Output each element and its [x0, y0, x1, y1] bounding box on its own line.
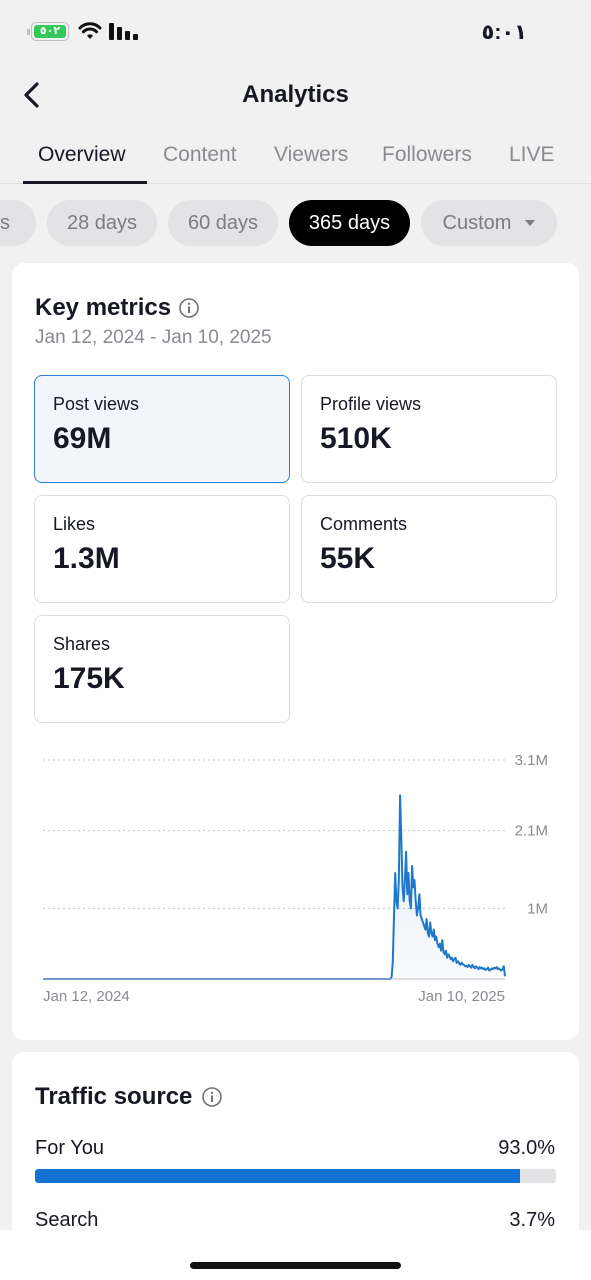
back-arrow-icon[interactable] — [18, 80, 48, 110]
traffic-progress-fill — [35, 1169, 520, 1183]
traffic-source-title: Traffic source — [35, 1083, 193, 1110]
tab-content[interactable]: Content — [163, 143, 237, 166]
traffic-progress-bar — [35, 1169, 556, 1183]
battery-level: ٥٠٢ — [34, 25, 66, 38]
tab-bar: Overview Content Viewers Followers LIVE — [0, 130, 591, 184]
metric-value: 510K — [320, 422, 392, 455]
y-tick-label: 2.1M — [515, 823, 548, 840]
metric-value: 1.3M — [53, 542, 120, 575]
cellular-signal-icon — [109, 23, 138, 40]
key-metrics-title: Key metrics — [35, 294, 172, 321]
metric-comments[interactable]: Comments 55K — [301, 495, 557, 603]
chip-partial-label: s — [0, 211, 10, 234]
traffic-source-value: 93.0% — [498, 1137, 555, 1159]
battery-tip — [27, 29, 30, 35]
date-range-chips: s 28 days 60 days 365 days Custom — [0, 200, 591, 246]
x-tick-label: Jan 12, 2024 — [43, 988, 130, 1005]
chip-60-days[interactable]: 60 days — [168, 200, 278, 246]
key-metrics-card: Key metrics Jan 12, 2024 - Jan 10, 2025 … — [12, 263, 579, 1040]
y-tick-label: 1M — [527, 900, 548, 917]
chip-28-days-label: 28 days — [66, 211, 138, 234]
battery-icon: ٥٠٢ — [31, 22, 69, 41]
status-time: ٥:٠١ — [481, 21, 527, 44]
tab-viewers[interactable]: Viewers — [274, 143, 349, 166]
chip-365-days-label: 365 days — [308, 211, 391, 234]
wifi-icon — [78, 22, 102, 39]
metric-label: Post views — [53, 394, 140, 414]
date-range-label: Jan 12, 2024 - Jan 10, 2025 — [35, 327, 272, 348]
traffic-source-label: Search — [35, 1209, 99, 1231]
tab-followers[interactable]: Followers — [382, 143, 472, 166]
nav-header: Analytics — [0, 70, 591, 120]
metric-post-views[interactable]: Post views 69M — [34, 375, 290, 483]
metric-label: Profile views — [320, 394, 422, 414]
page-title: Analytics — [242, 81, 349, 108]
metric-shares[interactable]: Shares 175K — [34, 615, 290, 723]
chart-area — [43, 795, 505, 979]
chip-60-days-label: 60 days — [187, 211, 259, 234]
x-tick-label: Jan 10, 2025 — [418, 988, 505, 1005]
tab-live[interactable]: LIVE — [509, 143, 555, 166]
metric-value: 55K — [320, 542, 376, 575]
metric-profile-views[interactable]: Profile views 510K — [301, 375, 557, 483]
tab-overview[interactable]: Overview — [38, 143, 126, 166]
y-tick-label: 3.1M — [515, 753, 548, 769]
traffic-source-value: 3.7% — [509, 1209, 555, 1231]
traffic-source-label: For You — [35, 1137, 104, 1159]
bottom-safe-area — [0, 1230, 591, 1280]
home-indicator — [190, 1262, 401, 1269]
metric-likes[interactable]: Likes 1.3M — [34, 495, 290, 603]
post-views-chart[interactable]: 3.1M 2.1M 1M Jan 12, 2024 Jan 10, 2025 — [12, 753, 579, 1013]
info-icon[interactable] — [201, 1086, 223, 1108]
status-bar: ٥٠٢ ٥:٠١ — [0, 0, 591, 62]
active-tab-indicator — [23, 181, 147, 184]
metric-value: 69M — [53, 422, 112, 455]
metric-label: Shares — [53, 634, 111, 654]
chip-28-days[interactable]: 28 days — [47, 200, 157, 246]
chip-custom[interactable]: Custom — [421, 200, 557, 246]
chip-custom-label: Custom — [442, 211, 512, 234]
chip-partial[interactable]: s — [0, 200, 36, 246]
metric-label: Likes — [53, 514, 96, 534]
metric-value: 175K — [53, 662, 125, 695]
caret-down-icon — [525, 220, 536, 226]
metric-label: Comments — [320, 514, 408, 534]
info-icon[interactable] — [178, 297, 200, 319]
chip-365-days[interactable]: 365 days — [289, 200, 410, 246]
